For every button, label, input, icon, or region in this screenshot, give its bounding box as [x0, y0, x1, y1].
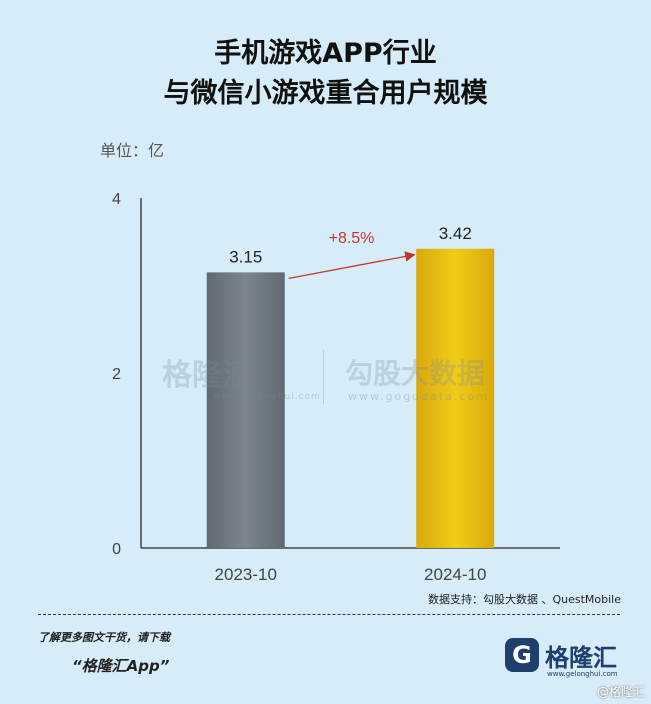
title-line-1: 手机游戏APP行业: [214, 38, 437, 69]
corner-watermark: @格隆汇: [596, 685, 645, 699]
logo-name: 格隆汇: [545, 644, 617, 672]
promo-app-name: “格隆汇App”: [72, 657, 170, 675]
gelonghui-logo: G 格隆汇 www.gelonghui.com: [505, 636, 625, 686]
y-tick-label: 0: [112, 541, 121, 558]
y-tick-label: 4: [112, 191, 121, 208]
watermark-brand: 格隆汇: [162, 358, 252, 393]
growth-arrow: [288, 251, 416, 280]
logo-mark-icon: G: [505, 638, 539, 672]
watermark-divider: [323, 350, 324, 404]
bar-value-label: 3.15: [229, 247, 262, 266]
data-source: 数据支持：勾股大数据 、QuestMobile: [427, 593, 621, 606]
y-tick-label: 2: [112, 366, 121, 383]
x-category-label: 2024-10: [424, 565, 486, 584]
bar-chart: 0 2 4 3.15 2023-10 3.42 2024-10 +8.5%: [112, 191, 560, 584]
chart-title: 手机游戏APP行业 与微信小游戏重合用户规模: [0, 34, 651, 114]
divider-dashed: [38, 614, 620, 615]
unit-label: 单位：亿: [100, 141, 165, 160]
bar-2024-10: [416, 248, 495, 548]
bar-2023-10: [206, 272, 285, 548]
title-line-2: 与微信小游戏重合用户规模: [163, 78, 488, 109]
watermark-partner: 勾股大数据: [345, 357, 486, 390]
logo-url: www.gelonghui.com: [547, 670, 618, 678]
bar-value-label: 3.42: [439, 224, 472, 243]
watermark-partner-url: www.gogudata.com: [348, 390, 489, 403]
watermark-brand-url: www.gelonghui.com: [213, 392, 321, 402]
x-category-label: 2023-10: [215, 565, 277, 584]
growth-label: +8.5%: [329, 230, 375, 247]
promo-text: 了解更多图文干货，请下载: [38, 631, 170, 644]
